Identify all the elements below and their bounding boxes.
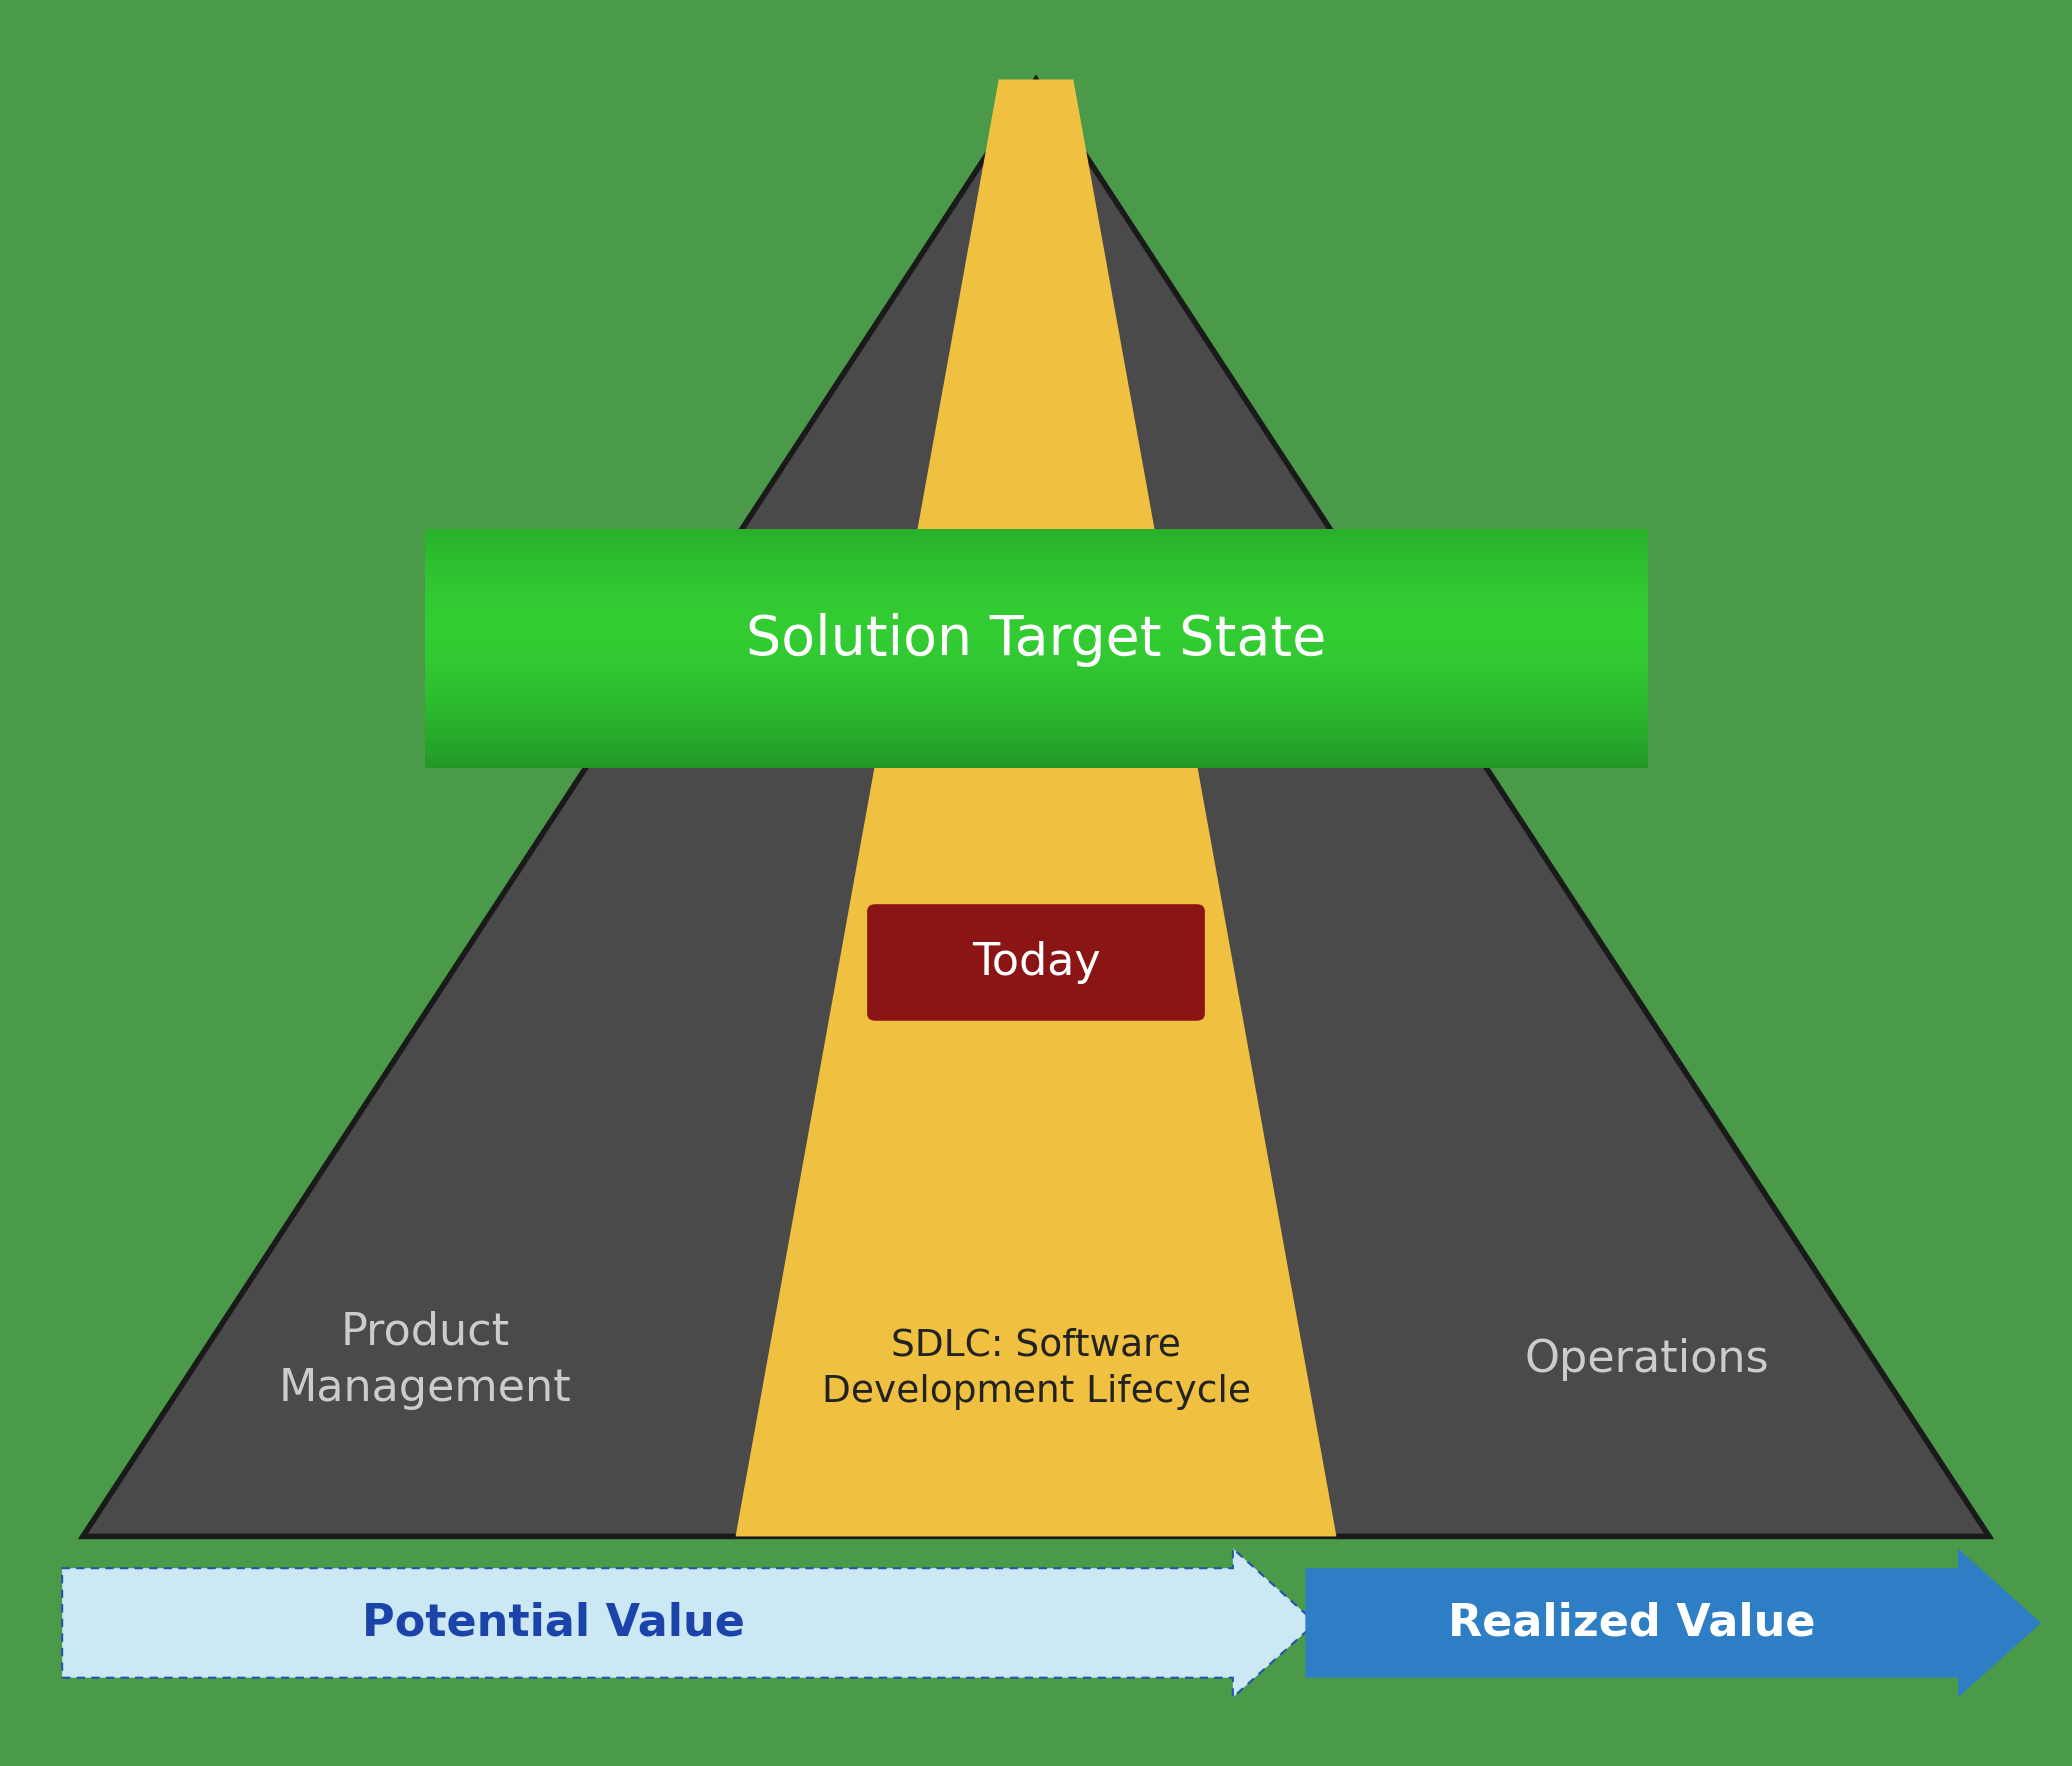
Text: Operations: Operations: [1525, 1339, 1769, 1381]
Polygon shape: [1305, 1549, 2041, 1697]
Text: Potential Value: Potential Value: [363, 1602, 746, 1644]
Polygon shape: [62, 1549, 1316, 1697]
Text: Realized Value: Realized Value: [1448, 1602, 1815, 1644]
Polygon shape: [736, 79, 1336, 1536]
Text: Solution Target State: Solution Target State: [746, 613, 1326, 668]
Text: Today: Today: [972, 941, 1100, 984]
Text: Product
Management: Product Management: [278, 1310, 572, 1409]
Polygon shape: [83, 79, 1989, 1536]
FancyBboxPatch shape: [866, 904, 1206, 1021]
Text: SDLC: Software
Development Lifecycle: SDLC: Software Development Lifecycle: [821, 1326, 1251, 1411]
